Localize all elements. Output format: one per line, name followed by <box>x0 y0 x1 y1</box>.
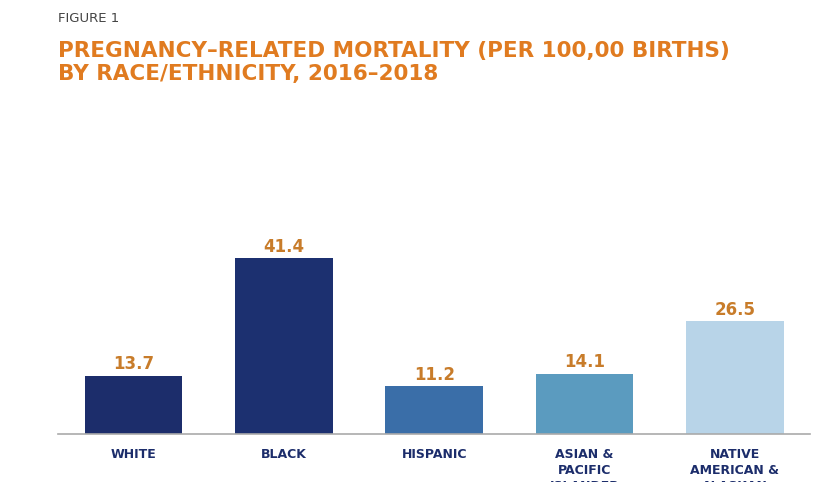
Text: 13.7: 13.7 <box>113 355 154 373</box>
Text: FIGURE 1: FIGURE 1 <box>58 12 119 25</box>
Text: 14.1: 14.1 <box>564 353 605 372</box>
Text: 26.5: 26.5 <box>714 301 756 319</box>
Bar <box>385 386 483 434</box>
Bar <box>85 375 182 434</box>
Text: 11.2: 11.2 <box>413 366 455 384</box>
Bar <box>535 374 633 434</box>
Text: 41.4: 41.4 <box>263 238 305 255</box>
Bar <box>235 258 332 434</box>
Text: PREGNANCY–RELATED MORTALITY (PER 100,00 BIRTHS)
BY RACE/ETHNICITY, 2016–2018: PREGNANCY–RELATED MORTALITY (PER 100,00 … <box>58 41 731 84</box>
Bar <box>686 321 783 434</box>
